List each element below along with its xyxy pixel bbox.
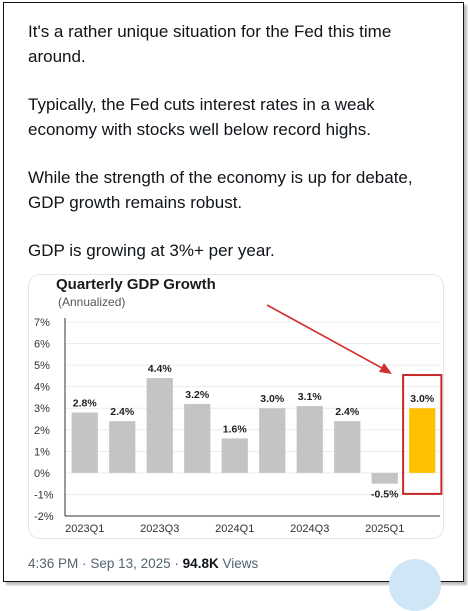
post-paragraph-2: Typically, the Fed cuts interest rates i… (28, 95, 375, 139)
y-tick-label: 6% (34, 339, 50, 351)
arrowhead (379, 363, 392, 374)
views-count: 94.8K (182, 556, 219, 571)
post-paragraph-1: It's a rather unique situation for the F… (28, 22, 392, 66)
x-tick-label: 2025Q1 (365, 523, 404, 535)
x-tick-label: 2024Q1 (215, 523, 254, 535)
post-text: It's a rather unique situation for the F… (28, 19, 448, 286)
chart-image-card[interactable]: Quarterly GDP Growth (Annualized) 7% 6% 5%… (28, 274, 444, 539)
data-label: 2.8% (73, 398, 98, 410)
y-tick-label: 2% (34, 425, 50, 437)
x-tick-label: 2024Q3 (290, 523, 329, 535)
x-tick-label: 2023Q1 (65, 523, 104, 535)
y-tick-label: 5% (34, 360, 50, 372)
bar (409, 408, 436, 473)
data-label: 4.4% (148, 363, 173, 375)
bar (296, 406, 323, 473)
data-label: 3.2% (185, 389, 210, 401)
meta-separator: · (82, 556, 87, 571)
y-tick-label: 7% (34, 317, 50, 329)
annotation-arrow (266, 304, 383, 369)
screenshot-frame: It's a rather unique situation for the F… (3, 2, 464, 611)
views-label: Views (222, 556, 259, 571)
post-time[interactable]: 4:36 PM (28, 556, 79, 571)
meta-separator: · (174, 556, 179, 571)
bar (259, 408, 286, 473)
y-tick-label: 4% (34, 382, 50, 394)
bar (221, 438, 248, 473)
floating-action-button[interactable] (389, 559, 441, 611)
chart-subtitle: (Annualized) (58, 295, 126, 309)
gdp-bar-chart: 7% 6% 5% 4% 3% 2% 1% 0% -1% -2% 2.8% 2023Q1 2.4% 4.4%… (34, 304, 443, 535)
post-paragraph-3: While the strength of the economy is up … (28, 168, 413, 212)
bar (371, 472, 398, 484)
bar (146, 378, 173, 473)
bar (184, 403, 211, 473)
data-label: 3.0% (260, 393, 285, 405)
data-label: 3.0% (410, 393, 435, 405)
post-meta: 4:36 PM · Sep 13, 2025 · 94.8K Views (28, 556, 258, 571)
chart-title: Quarterly GDP Growth (56, 276, 216, 293)
data-label: 2.4% (335, 406, 360, 418)
y-tick-label: 3% (34, 403, 50, 415)
y-tick-label: -1% (34, 489, 54, 501)
x-tick-label: 2023Q3 (140, 523, 179, 535)
y-tick-label: 1% (34, 446, 50, 458)
bar (71, 412, 98, 473)
y-tick-label: 0% (34, 468, 50, 480)
data-label: -0.5% (371, 489, 399, 501)
data-label: 2.4% (110, 406, 135, 418)
data-label: 3.1% (298, 391, 323, 403)
y-tick-label: -2% (34, 511, 54, 523)
highlight-box (402, 374, 443, 495)
bar (334, 421, 361, 473)
data-label: 1.6% (223, 423, 248, 435)
post-paragraph-4: GDP is growing at 3%+ per year. (28, 241, 275, 260)
bar (109, 421, 136, 473)
post-date[interactable]: Sep 13, 2025 (90, 556, 171, 571)
